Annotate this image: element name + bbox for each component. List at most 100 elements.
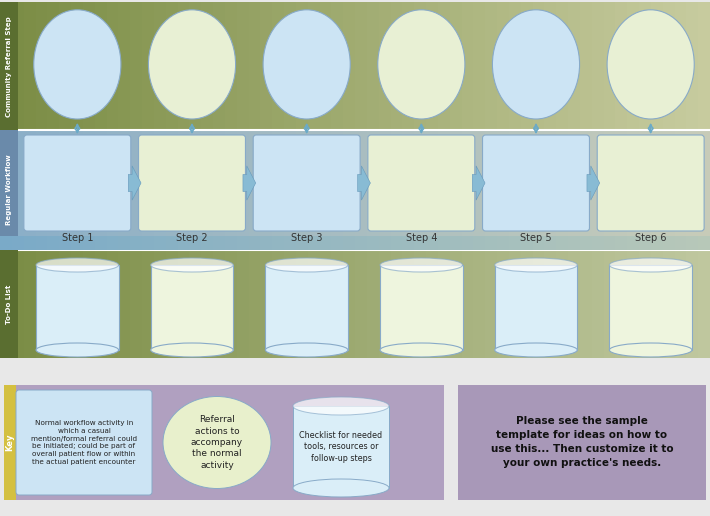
Bar xyxy=(0,2,12,132)
Bar xyxy=(532,250,545,358)
Bar xyxy=(662,130,674,250)
Bar xyxy=(178,250,190,358)
Text: Step 3: Step 3 xyxy=(291,233,322,243)
Bar xyxy=(462,130,474,250)
Bar xyxy=(580,250,591,358)
Text: Referral
actions to
accompany
the normal
activity: Referral actions to accompany the normal… xyxy=(191,415,243,470)
Bar xyxy=(201,130,213,250)
Ellipse shape xyxy=(293,479,389,497)
Bar xyxy=(190,250,201,358)
Bar xyxy=(674,250,687,358)
Bar xyxy=(48,2,59,132)
Bar xyxy=(12,236,23,250)
Bar xyxy=(261,130,272,250)
Bar xyxy=(343,130,355,250)
Bar xyxy=(71,130,83,250)
Text: Step 1: Step 1 xyxy=(62,233,93,243)
Bar xyxy=(0,2,18,132)
Bar xyxy=(261,236,272,250)
Bar xyxy=(414,250,426,358)
Bar xyxy=(23,130,36,250)
Bar xyxy=(355,2,367,132)
Bar xyxy=(261,250,272,358)
Bar xyxy=(674,236,687,250)
FancyBboxPatch shape xyxy=(253,135,360,231)
Ellipse shape xyxy=(163,396,271,489)
Text: Key: Key xyxy=(6,434,14,452)
Bar xyxy=(662,250,674,358)
Bar xyxy=(225,130,236,250)
Bar xyxy=(568,250,580,358)
Bar xyxy=(367,130,378,250)
Bar xyxy=(71,2,83,132)
Bar xyxy=(545,2,556,132)
Bar xyxy=(556,236,568,250)
Bar xyxy=(83,250,94,358)
Ellipse shape xyxy=(380,343,463,357)
Bar xyxy=(367,250,378,358)
Bar xyxy=(556,250,568,358)
Bar xyxy=(320,2,332,132)
Bar xyxy=(438,236,449,250)
Bar xyxy=(213,2,225,132)
Bar xyxy=(71,236,83,250)
Ellipse shape xyxy=(266,258,348,272)
Bar xyxy=(568,236,580,250)
Bar xyxy=(0,130,18,250)
Bar xyxy=(378,236,390,250)
Bar xyxy=(497,250,509,358)
Ellipse shape xyxy=(495,343,577,357)
Bar xyxy=(485,236,497,250)
Bar xyxy=(627,236,639,250)
Bar xyxy=(48,236,59,250)
Bar xyxy=(367,236,378,250)
Bar xyxy=(154,236,165,250)
Bar xyxy=(261,2,272,132)
Bar xyxy=(296,236,307,250)
Text: Step 5: Step 5 xyxy=(520,233,552,243)
Bar xyxy=(462,236,474,250)
Text: Step 6: Step 6 xyxy=(635,233,667,243)
Bar xyxy=(293,406,389,488)
Bar xyxy=(248,2,261,132)
Bar xyxy=(142,2,154,132)
Ellipse shape xyxy=(151,258,234,272)
Bar xyxy=(154,250,165,358)
Ellipse shape xyxy=(263,10,350,119)
Bar xyxy=(532,2,545,132)
Bar xyxy=(438,130,449,250)
Bar xyxy=(604,130,616,250)
FancyBboxPatch shape xyxy=(16,390,152,495)
Bar xyxy=(639,2,651,132)
Bar xyxy=(556,130,568,250)
Bar xyxy=(520,250,532,358)
Ellipse shape xyxy=(495,258,577,272)
Bar xyxy=(545,236,556,250)
Bar xyxy=(497,2,509,132)
Bar xyxy=(23,2,36,132)
Bar xyxy=(639,250,651,358)
Bar xyxy=(604,236,616,250)
Bar xyxy=(332,236,343,250)
Bar xyxy=(698,250,710,358)
FancyArrow shape xyxy=(587,166,600,200)
Bar xyxy=(391,250,403,358)
Bar xyxy=(687,2,698,132)
Ellipse shape xyxy=(609,258,692,272)
Bar xyxy=(367,2,378,132)
Bar xyxy=(307,236,320,250)
Bar xyxy=(556,2,568,132)
Bar xyxy=(509,250,520,358)
Bar xyxy=(248,236,261,250)
Ellipse shape xyxy=(378,10,465,119)
Bar xyxy=(284,130,296,250)
Bar xyxy=(59,2,71,132)
Bar xyxy=(36,265,119,350)
Bar xyxy=(142,130,154,250)
Bar xyxy=(698,130,710,250)
Bar xyxy=(106,2,119,132)
Bar xyxy=(616,250,627,358)
Bar xyxy=(509,2,520,132)
FancyBboxPatch shape xyxy=(138,135,246,231)
Bar xyxy=(284,250,296,358)
